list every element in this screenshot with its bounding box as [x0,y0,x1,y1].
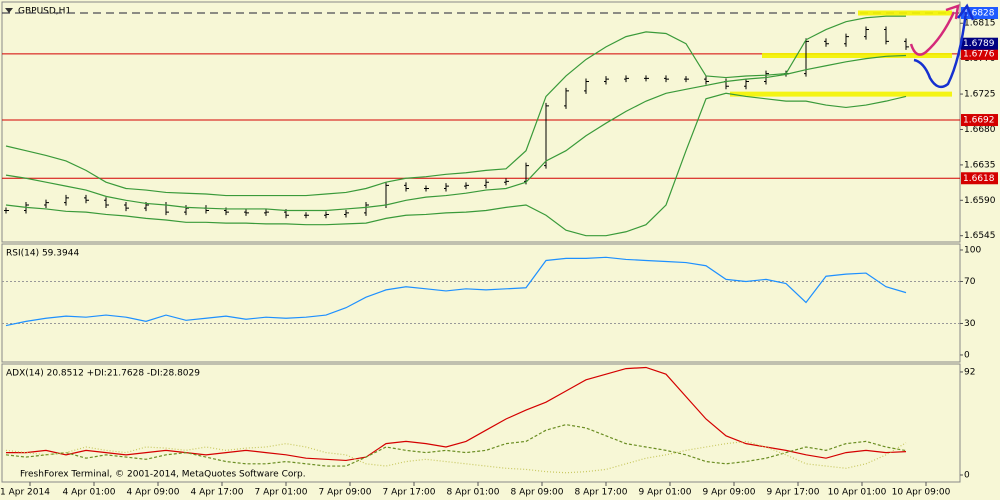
price-bar [604,76,609,85]
price-bar [264,209,269,216]
x-tick-label: 8 Apr 09:00 [511,488,564,498]
price-bar [564,87,569,109]
y-tick-label: 0 [964,470,970,480]
x-tick-label: 7 Apr 17:00 [383,488,436,498]
price-bar [624,75,629,83]
y-tick-label: 1.6680 [964,125,996,135]
price-bar [584,78,589,94]
x-tick-label: 9 Apr 17:00 [767,488,820,498]
price-bar [504,178,509,186]
x-tick-label: 1 Apr 2014 [0,488,50,498]
y-tick-label: 100 [964,245,981,255]
price-bar [64,194,69,206]
price-bar [424,185,429,192]
level-label: 1.6692 [963,116,995,126]
price-bar [664,75,669,83]
x-tick-label: 4 Apr 01:00 [63,488,116,498]
arrowhead [957,3,975,21]
y-tick-label: 1.6725 [964,90,996,100]
menu-icon [5,8,13,13]
series-line [5,54,907,212]
x-tick-label: 9 Apr 09:00 [703,488,756,498]
panel-title: GBPUSD,H1 [18,7,71,17]
y-tick-label: 92 [964,367,975,377]
price-bar [884,26,889,45]
y-tick-label: 30 [964,319,976,329]
panel [1,243,961,363]
price-bar [704,76,709,85]
price-bar [104,197,109,209]
price-bar [364,202,369,216]
level-box [961,172,998,185]
footer: FreshForex Terminal, © 2001-2014, MetaQu… [20,470,306,480]
price-bar [4,207,9,214]
price-bar [904,38,909,50]
arrowhead [945,4,960,20]
panel-title: RSI(14) 59.3944 [6,249,79,259]
x-tick-label: 10 Apr 01:00 [828,488,887,498]
series-line [5,92,907,237]
price-bar [484,179,489,189]
level-box [961,47,998,60]
y-tick-label: 1.6590 [964,196,996,206]
panel [1,363,961,483]
price-bar [244,209,249,216]
series-line [6,366,907,462]
y-tick-label: 70 [964,277,976,287]
panel-title: ADX(14) 20.8512 +DI:21.7628 -DI:28.8029 [6,369,200,379]
series-line [5,256,907,327]
price-box [961,37,998,50]
x-tick-label: 4 Apr 17:00 [191,488,244,498]
y-tick-label: 1.6815 [964,19,996,29]
dashed-level-label: 1.6828 [963,9,995,19]
series-line [5,423,907,467]
level-box [961,114,998,127]
price-bar [644,75,649,82]
x-tick-label: 8 Apr 17:00 [575,488,628,498]
price-bar [324,211,329,219]
price-bar [744,78,749,90]
x-tick-label: 7 Apr 01:00 [255,488,308,498]
price-bar [464,182,469,190]
level-label: 1.6618 [963,174,995,184]
price-bar [304,212,309,219]
x-tick-label: 8 Apr 01:00 [447,488,500,498]
forecast-arrow-up [909,11,956,56]
price-bar [524,162,529,185]
annotations [909,3,975,89]
price-bar [844,33,849,47]
price-bar [84,194,89,204]
price-bar [824,38,829,47]
panel [1,1,961,243]
x-tick-label: 10 Apr 09:00 [892,488,951,498]
price-bar [684,76,689,83]
series-line [5,15,906,197]
price-bar [544,102,549,169]
forecast-arrow-down [913,11,968,89]
y-tick-label: 0 [964,350,970,360]
x-tick-label: 4 Apr 09:00 [127,488,180,498]
level-label: 1.6776 [963,49,995,59]
price-bar [444,183,449,192]
x-tick-label: 9 Apr 01:00 [639,488,692,498]
price-bar [344,209,349,218]
y-tick-label: 1.6635 [964,160,996,170]
price-bar [404,182,409,192]
price-label: 1.6789 [963,39,995,49]
price-bar [124,202,129,212]
price-bar [864,26,869,40]
price-bar [44,199,49,209]
y-tick-label: 1.6545 [964,231,996,241]
x-tick-label: 7 Apr 09:00 [319,488,372,498]
